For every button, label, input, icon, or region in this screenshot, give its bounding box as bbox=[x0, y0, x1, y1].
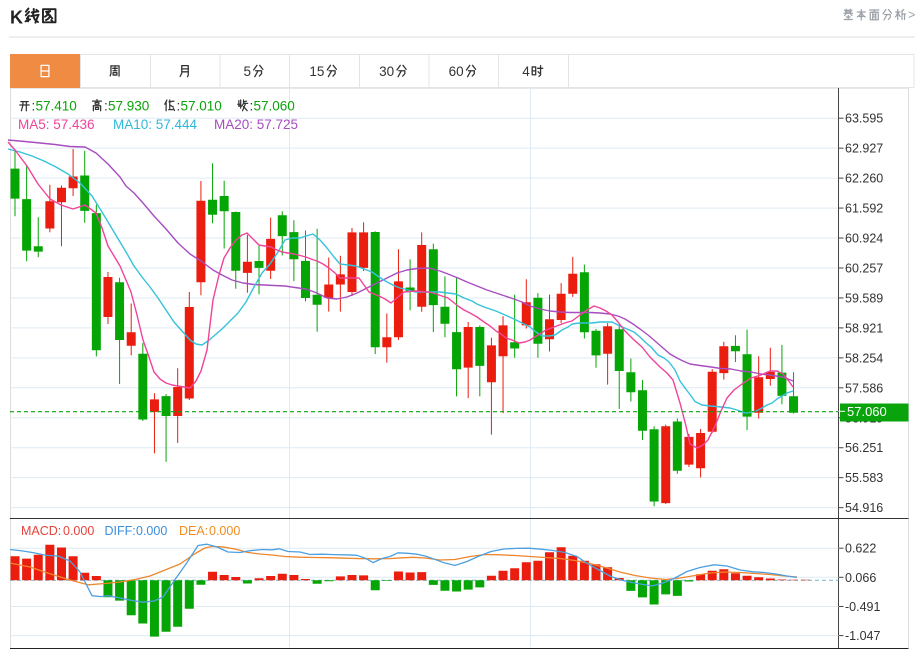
svg-text:57.410: 57.410 bbox=[36, 99, 77, 114]
svg-text:60.257: 60.257 bbox=[845, 261, 883, 275]
svg-text:55.583: 55.583 bbox=[845, 471, 883, 485]
svg-text:MA20: 57.725: MA20: 57.725 bbox=[214, 117, 298, 132]
svg-text::: : bbox=[32, 99, 36, 114]
svg-text:5: 5 bbox=[243, 64, 251, 79]
svg-text:-1.047: -1.047 bbox=[845, 629, 880, 643]
svg-text:57.010: 57.010 bbox=[181, 99, 222, 114]
svg-text::: : bbox=[104, 99, 108, 114]
svg-text:MACD:: MACD: bbox=[21, 524, 61, 538]
svg-text:59.589: 59.589 bbox=[845, 291, 883, 305]
svg-text:MA10: 57.444: MA10: 57.444 bbox=[113, 117, 198, 132]
svg-text:61.592: 61.592 bbox=[845, 202, 883, 216]
svg-text:-0.491: -0.491 bbox=[845, 600, 880, 614]
svg-text:0.000: 0.000 bbox=[136, 524, 167, 538]
svg-text:0.622: 0.622 bbox=[845, 542, 876, 556]
svg-text:0.000: 0.000 bbox=[63, 524, 94, 538]
svg-text:DIFF:: DIFF: bbox=[105, 524, 136, 538]
svg-text:62.927: 62.927 bbox=[845, 142, 883, 156]
svg-text:58.254: 58.254 bbox=[845, 351, 883, 365]
svg-text:57.060: 57.060 bbox=[254, 99, 295, 114]
svg-text:30: 30 bbox=[379, 64, 394, 79]
svg-text:>: > bbox=[908, 8, 915, 22]
svg-text:57.930: 57.930 bbox=[108, 99, 149, 114]
svg-text:54.916: 54.916 bbox=[845, 501, 883, 515]
svg-text:DEA:: DEA: bbox=[179, 524, 208, 538]
svg-text:4: 4 bbox=[522, 64, 530, 79]
svg-text:60.924: 60.924 bbox=[845, 232, 883, 246]
svg-text:0.000: 0.000 bbox=[209, 524, 240, 538]
svg-text:58.921: 58.921 bbox=[845, 321, 883, 335]
svg-text:15: 15 bbox=[309, 64, 324, 79]
svg-text::: : bbox=[250, 99, 254, 114]
svg-text:MA5: 57.436: MA5: 57.436 bbox=[18, 117, 95, 132]
svg-text:57.586: 57.586 bbox=[845, 381, 883, 395]
svg-text:57.060: 57.060 bbox=[847, 404, 887, 419]
svg-text:K: K bbox=[10, 8, 23, 28]
svg-text::: : bbox=[177, 99, 181, 114]
svg-text:62.260: 62.260 bbox=[845, 172, 883, 186]
svg-text:63.595: 63.595 bbox=[845, 112, 883, 126]
svg-text:60: 60 bbox=[449, 64, 464, 79]
svg-text:56.251: 56.251 bbox=[845, 441, 883, 455]
svg-text:0.066: 0.066 bbox=[845, 571, 876, 585]
